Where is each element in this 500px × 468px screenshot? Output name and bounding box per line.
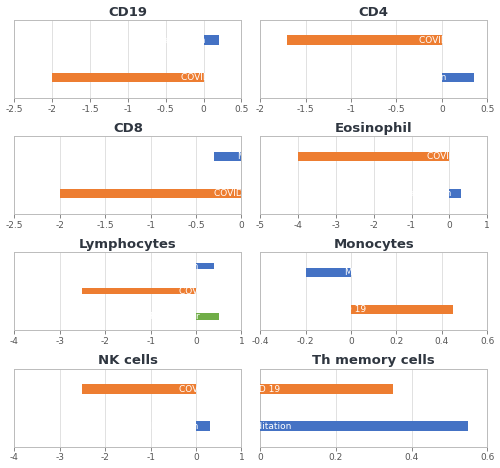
Title: CD4: CD4 [358,6,388,19]
Bar [442,73,474,82]
Bar [214,152,242,161]
Bar [60,189,242,198]
Text: Meditation: Meditation [402,189,451,198]
Text: Meditation: Meditation [238,152,286,161]
Text: COVID 19: COVID 19 [181,73,224,82]
Text: COVID 19: COVID 19 [179,287,222,296]
Text: Meditation: Meditation [158,36,206,44]
Text: Meditation: Meditation [344,268,393,277]
Bar [196,263,214,269]
Bar [196,313,219,320]
Title: CD8: CD8 [113,122,143,135]
Text: Meditation: Meditation [243,422,292,431]
Bar [196,422,209,431]
Text: Meditation: Meditation [150,422,198,431]
Text: COVID 19: COVID 19 [237,385,280,394]
Bar [288,36,442,45]
Bar [260,384,392,394]
Bar [450,189,461,198]
Text: COVID 19: COVID 19 [418,36,462,44]
Text: COVID 19: COVID 19 [179,385,222,394]
Bar [306,268,351,278]
Bar [298,152,450,161]
Title: Lymphocytes: Lymphocytes [79,238,177,251]
Bar [52,73,204,82]
Bar [82,384,196,394]
Title: Eosinophil: Eosinophil [335,122,412,135]
Title: NK cells: NK cells [98,354,158,367]
Text: COVID 19: COVID 19 [323,305,366,314]
Title: Th memory cells: Th memory cells [312,354,435,367]
Bar [82,288,196,294]
Bar [260,422,468,431]
Text: COVID 19: COVID 19 [426,152,470,161]
Title: Monocytes: Monocytes [334,238,414,251]
Bar [204,36,219,45]
Text: Remdesivir: Remdesivir [149,312,200,321]
Bar [351,305,453,314]
Text: Meditation: Meditation [398,73,446,82]
Text: COVID 19: COVID 19 [214,189,258,198]
Text: Meditation: Meditation [150,262,199,271]
Title: CD19: CD19 [108,6,148,19]
